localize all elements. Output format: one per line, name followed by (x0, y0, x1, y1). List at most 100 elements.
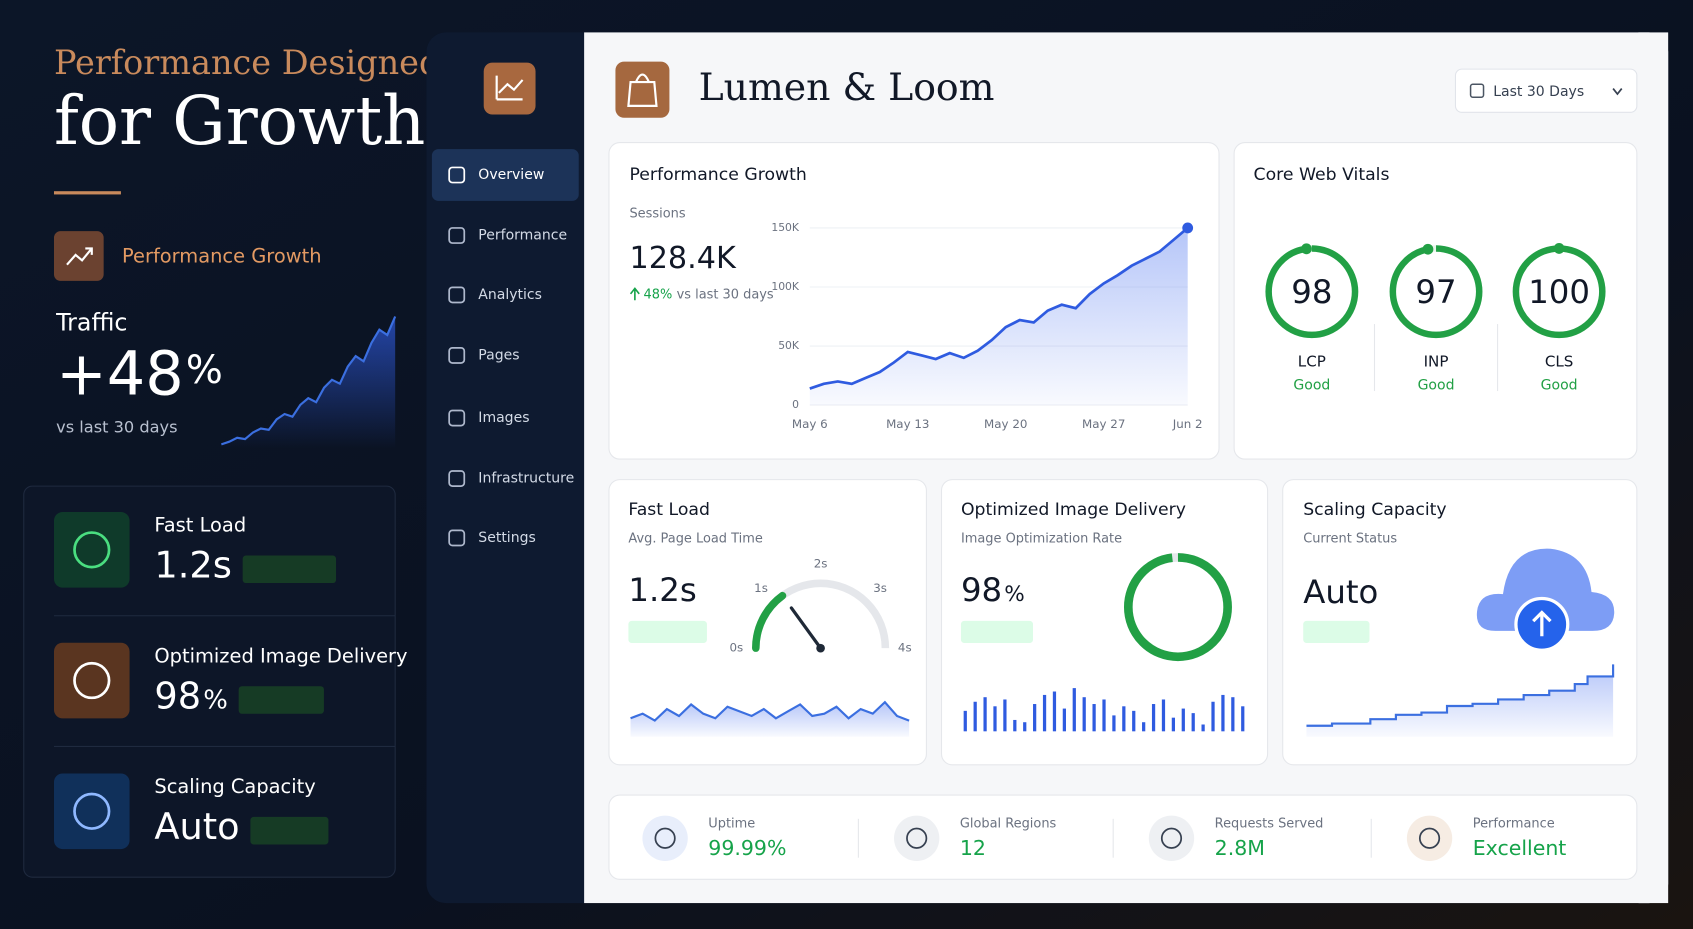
y-tick-label: 0 (792, 398, 799, 411)
feature-value: 1.2s (154, 544, 231, 587)
trend-bar (1181, 708, 1185, 732)
ring-dot (1553, 243, 1565, 254)
trend-bar (1151, 704, 1156, 732)
nav-item[interactable]: Pages (478, 347, 519, 363)
stat-glyph (906, 827, 928, 849)
dial-tick-label: 0s (730, 641, 744, 655)
x-tick-label: May 27 (1082, 417, 1125, 431)
card-subtitle: Avg. Page Load Time (628, 532, 762, 547)
kpi-unit: % (1004, 582, 1025, 607)
dial-tick-label: 2s (814, 556, 828, 570)
card (608, 479, 927, 766)
dial-tick-label: 1s (754, 581, 768, 595)
card-subtitle: Current Status (1303, 532, 1397, 547)
nav-item[interactable]: Analytics (478, 287, 542, 303)
ring-label: LCP (1298, 352, 1326, 370)
card (1233, 142, 1638, 460)
feature-icon (53, 773, 130, 850)
status-badge (238, 686, 324, 714)
upload-arrow (1532, 610, 1552, 637)
ring-value: 98 (1291, 273, 1332, 311)
nav-item[interactable]: Settings (478, 530, 535, 546)
trend-bar (1013, 719, 1017, 732)
trend-line (1306, 664, 1615, 727)
ring-status: Good (1293, 378, 1330, 394)
trend-bar (1062, 708, 1066, 732)
metric-value: +48 (56, 340, 184, 410)
feature-value: Auto (154, 805, 239, 848)
ring-label: INP (1424, 352, 1449, 370)
stat-value: Excellent (1473, 836, 1567, 860)
stat-value: 12 (960, 836, 986, 860)
card-title: Scaling Capacity (1303, 500, 1446, 520)
trend-bar (1033, 704, 1037, 732)
card (608, 794, 1638, 880)
status-badge (1303, 620, 1370, 643)
date-range-button[interactable] (1454, 68, 1638, 113)
status-badge (242, 555, 337, 584)
badge-glyph (66, 247, 93, 266)
y-tick-label: 100K (771, 280, 800, 293)
stat-label: Performance (1473, 817, 1555, 832)
logo-glyph (495, 75, 524, 101)
trend-bar (1023, 722, 1027, 732)
trend-bar (1042, 694, 1047, 732)
calendar-icon (1469, 83, 1485, 98)
status-badge (628, 620, 707, 643)
hero-title: Performance Designed (54, 43, 440, 82)
chart-subtitle: Sessions (629, 206, 685, 221)
card-title: Fast Load (628, 500, 710, 520)
feature-glyph (73, 531, 111, 569)
nav-item[interactable]: Performance (478, 227, 567, 243)
ring-label: CLS (1545, 352, 1574, 370)
trend-area (221, 316, 396, 449)
feature-value: 98 (154, 674, 201, 717)
dial-tick-label: 4s (898, 641, 912, 655)
brand-name: Lumen & Loom (699, 65, 995, 109)
trend-bar (1211, 701, 1215, 732)
line (809, 226, 1189, 390)
nav-icon (448, 166, 466, 184)
kpi-value: 1.2s (628, 571, 696, 609)
feature-title: Optimized Image Delivery (154, 644, 407, 667)
card-title: Optimized Image Delivery (961, 500, 1186, 520)
feature-glyph (73, 792, 111, 830)
card-title: Performance Growth (629, 165, 806, 185)
stat-icon (1406, 815, 1453, 861)
trend-bar (993, 706, 997, 732)
ring-arc (1389, 245, 1483, 339)
trend-bar (1161, 699, 1166, 732)
trend-bar (973, 701, 977, 732)
nav-item[interactable]: Images (478, 410, 529, 426)
brand-glyph (627, 73, 658, 107)
nav-item[interactable]: Overview (478, 167, 544, 183)
nav-icon (448, 409, 466, 427)
ring-status: Good (1541, 378, 1578, 394)
status-badge (250, 816, 329, 845)
trend-bar (1122, 706, 1126, 732)
ring-value: 100 (1528, 273, 1590, 311)
trend-line (221, 316, 397, 446)
card-title: Core Web Vitals (1254, 165, 1390, 185)
trend-bar (1003, 699, 1007, 732)
nav-item[interactable]: Infrastructure (478, 471, 574, 487)
end-point (1182, 222, 1194, 234)
metric-unit: % (186, 348, 223, 393)
needle (789, 606, 823, 650)
x-tick-label: Jun 2 (1172, 417, 1203, 431)
ring-value: 97 (1415, 273, 1456, 311)
nav-active (431, 149, 579, 201)
dial-arc (752, 591, 787, 652)
x-tick-label: May 6 (792, 417, 828, 431)
date-range[interactable]: Last 30 Days (1493, 84, 1584, 100)
feature-title: Scaling Capacity (154, 775, 315, 798)
trend-line (630, 700, 910, 722)
feature-unit: % (203, 686, 228, 716)
stat-icon (642, 815, 688, 861)
brand-icon (615, 61, 670, 118)
stat-value: 99.99% (708, 836, 786, 860)
trend-bar (1082, 697, 1086, 732)
needle-hub (816, 643, 825, 653)
